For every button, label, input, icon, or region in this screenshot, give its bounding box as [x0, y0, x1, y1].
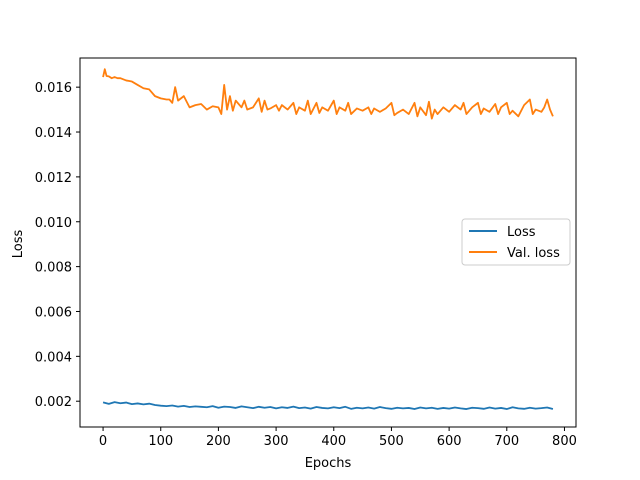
legend-label-loss: Loss	[507, 225, 536, 240]
legend: Loss Val. loss	[461, 218, 571, 266]
x-tick-label: 200	[206, 434, 231, 449]
y-tick-label: 0.008	[35, 261, 72, 276]
series-line-loss	[102, 401, 554, 410]
y-axis-ticks: 0.002 0.004 0.006 0.008 0.010 0.012 0.014 0.016	[35, 81, 80, 410]
y-tick-label: 0.016	[35, 81, 72, 96]
x-axis-label: Epochs	[305, 456, 352, 471]
x-tick-label: 500	[379, 434, 404, 449]
x-tick-label: 0	[99, 434, 107, 449]
legend-label-val-loss: Val. loss	[507, 246, 560, 261]
x-axis-ticks: 0 100 200 300 400 500 600 700 800	[99, 427, 577, 449]
y-tick-label: 0.014	[35, 126, 72, 141]
y-tick-label: 0.002	[35, 395, 72, 410]
y-tick-label: 0.004	[35, 350, 72, 365]
axes-frame	[79, 57, 577, 428]
x-tick-label: 100	[148, 434, 173, 449]
y-tick-label: 0.012	[35, 171, 72, 186]
x-tick-label: 600	[437, 434, 462, 449]
x-tick-label: 800	[552, 434, 577, 449]
plot-area	[79, 57, 577, 428]
x-tick-label: 400	[321, 434, 346, 449]
y-axis-label: Loss	[11, 230, 26, 259]
y-tick-label: 0.010	[35, 216, 72, 231]
y-tick-label: 0.006	[35, 305, 72, 320]
x-tick-label: 700	[494, 434, 519, 449]
x-tick-label: 300	[264, 434, 289, 449]
series-line-val-loss	[102, 68, 554, 120]
